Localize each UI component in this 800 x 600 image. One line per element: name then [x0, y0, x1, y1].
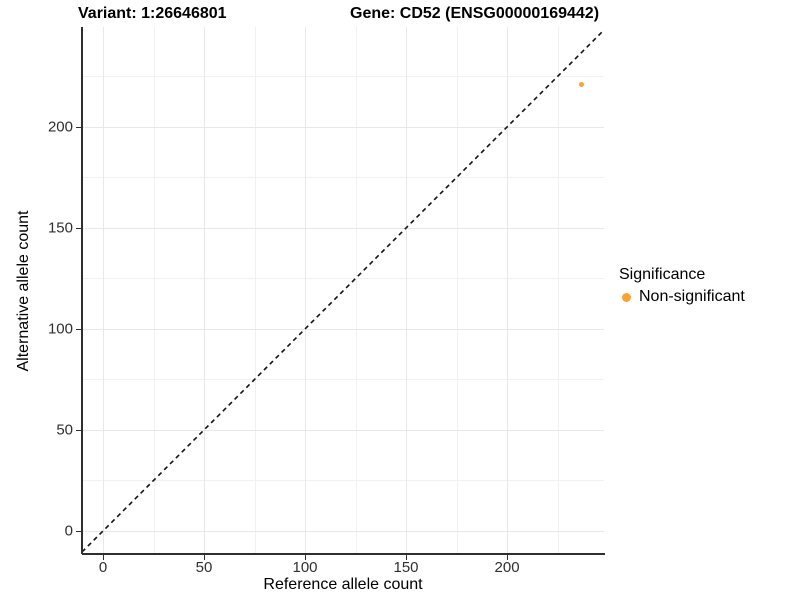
x-axis-tick-label: 50 — [195, 559, 213, 576]
gridline-major-v — [305, 27, 307, 553]
gridline-major-h — [82, 126, 604, 128]
x-axis-tick-label: 150 — [393, 559, 419, 576]
gridline-major-h — [82, 530, 604, 532]
y-axis-tick-mark — [76, 328, 81, 330]
x-axis-title: Reference allele count — [263, 576, 423, 593]
gridline-minor-h — [82, 278, 604, 280]
y-axis-title: Alternative allele count — [15, 210, 32, 372]
plot-panel — [82, 27, 604, 553]
y-axis-tick-mark — [76, 126, 81, 128]
gridline-major-h — [82, 227, 604, 229]
gridline-minor-v — [355, 27, 357, 553]
legend-marker-icon — [622, 292, 631, 302]
gridline-major-h — [82, 328, 604, 330]
x-axis-tick-mark — [507, 555, 509, 560]
y-axis-tick-label: 200 — [47, 118, 73, 136]
gridline-major-v — [507, 27, 509, 553]
legend: Significance Non-significant — [619, 266, 745, 306]
gridline-minor-h — [82, 177, 604, 179]
x-axis-line — [82, 553, 605, 555]
gridline-minor-v — [557, 27, 559, 553]
x-axis-tick-mark — [103, 555, 104, 560]
y-axis-tick-label: 50 — [56, 421, 73, 439]
y-axis-tick-label: 150 — [47, 219, 73, 237]
x-axis-tick-mark — [305, 555, 307, 560]
plot-title-gene: Gene: CD52 (ENSG00000169442) — [350, 5, 600, 22]
y-axis-line — [81, 27, 83, 554]
x-axis-tick-label: 0 — [98, 559, 108, 576]
gridline-minor-h — [82, 379, 604, 381]
y-axis-tick-label: 0 — [64, 522, 73, 540]
y-axis-tick-mark — [76, 530, 81, 532]
gridline-major-v — [204, 27, 205, 553]
plot-title-variant: Variant: 1:26646801 — [78, 5, 227, 22]
gridline-minor-v — [456, 27, 458, 553]
gridline-minor-v — [153, 27, 155, 553]
x-axis-tick-mark — [204, 555, 205, 560]
y-axis-tick-label: 100 — [47, 320, 73, 338]
gridline-major-v — [103, 27, 104, 553]
legend-item-label: Non-significant — [639, 288, 745, 305]
gridline-minor-h — [82, 480, 604, 482]
legend-item-non-significant: Non-significant — [619, 288, 745, 306]
gridline-major-v — [406, 27, 408, 553]
identity-dashed-line — [82, 29, 604, 553]
legend-title: Significance — [619, 266, 706, 283]
x-axis-tick-mark — [406, 555, 408, 560]
x-axis-tick-label: 200 — [494, 559, 520, 576]
gridline-minor-v — [254, 27, 256, 553]
gridline-minor-h — [82, 76, 604, 78]
y-axis-tick-mark — [76, 227, 81, 229]
x-axis-tick-label: 100 — [292, 559, 318, 576]
data-point — [579, 82, 585, 88]
y-axis-tick-mark — [76, 429, 81, 431]
gridline-major-h — [82, 429, 604, 431]
